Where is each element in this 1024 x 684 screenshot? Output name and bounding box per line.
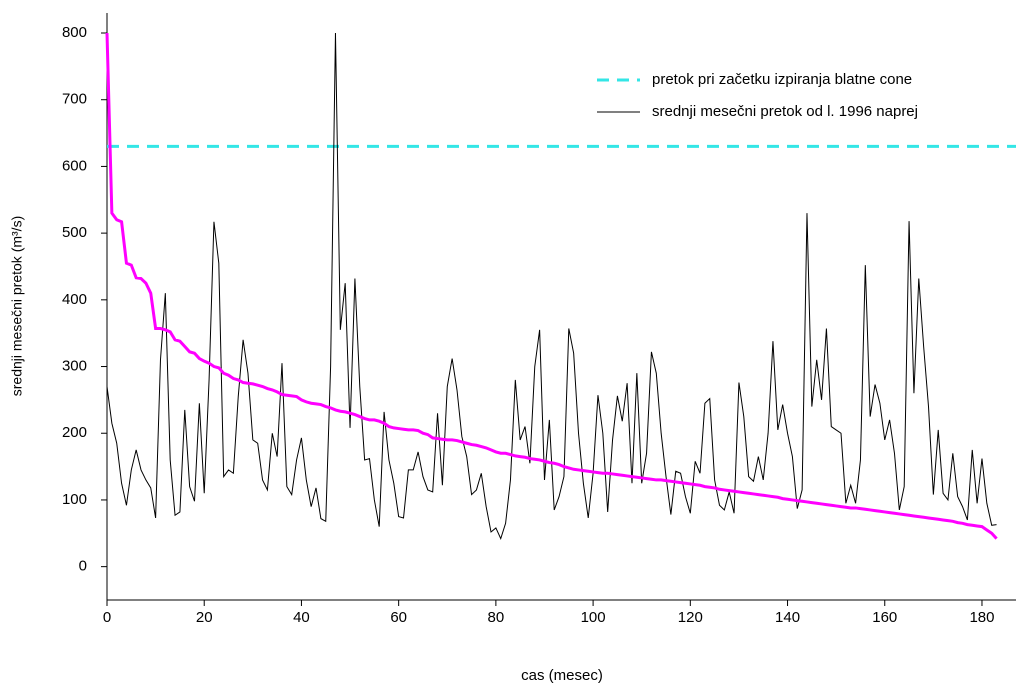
y-tick-label: 500 bbox=[62, 224, 87, 241]
x-tick-label: 0 bbox=[103, 609, 111, 626]
y-tick-label: 200 bbox=[62, 424, 87, 441]
x-tick-label: 180 bbox=[969, 609, 994, 626]
x-axis-label: cas (mesec) bbox=[521, 667, 603, 684]
x-tick-label: 80 bbox=[488, 609, 505, 626]
x-tick-label: 140 bbox=[775, 609, 800, 626]
x-tick-label: 20 bbox=[196, 609, 213, 626]
series-line bbox=[106, 33, 997, 541]
x-tick-label: 60 bbox=[390, 609, 407, 626]
x-tick-label: 120 bbox=[678, 609, 703, 626]
legend-label: pretok pri začetku izpiranja blatne cone bbox=[652, 71, 912, 88]
y-tick-label: 600 bbox=[62, 157, 87, 174]
legend-label: srednji mesečni pretok od l. 1996 naprej bbox=[652, 103, 918, 120]
y-tick-label: 0 bbox=[79, 558, 87, 575]
y-tick-label: 800 bbox=[62, 24, 87, 41]
x-tick-label: 100 bbox=[581, 609, 606, 626]
x-tick-label: 40 bbox=[293, 609, 310, 626]
y-tick-label: 100 bbox=[62, 491, 87, 508]
series-line bbox=[105, 32, 998, 540]
y-tick-label: 700 bbox=[62, 91, 87, 108]
x-tick-label: 160 bbox=[872, 609, 897, 626]
y-tick-label: 400 bbox=[62, 291, 87, 308]
y-tick-label: 300 bbox=[62, 358, 87, 375]
y-axis-label: srednji mesečni pretok (m³/s) bbox=[9, 216, 25, 397]
